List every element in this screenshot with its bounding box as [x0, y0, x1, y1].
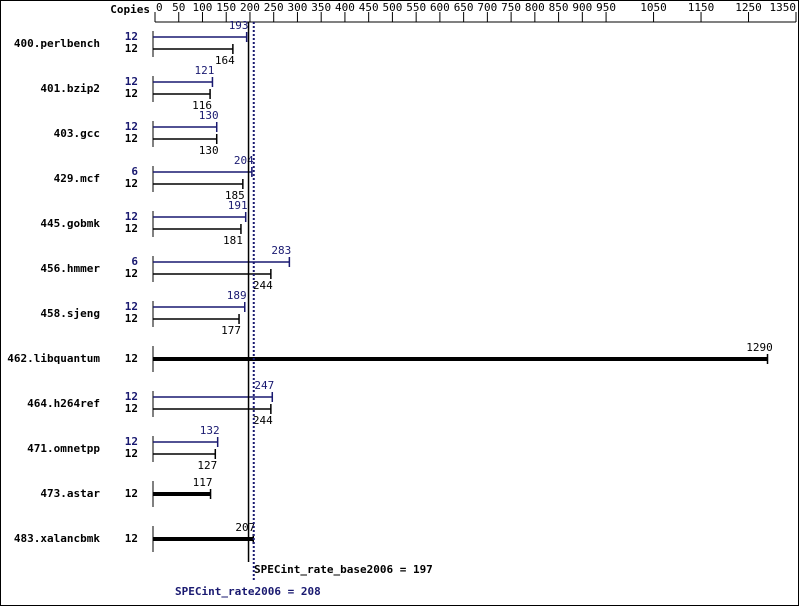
x-tick-label: 1050	[640, 1, 667, 14]
copies-label: 12	[125, 447, 138, 460]
copies-label: 12	[125, 532, 138, 545]
value-label: 1290	[746, 341, 773, 354]
value-label: 181	[223, 234, 243, 247]
copies-header: Copies	[110, 3, 150, 16]
value-label: 185	[225, 189, 245, 202]
x-tick-label: 750	[501, 1, 521, 14]
copies-label: 12	[125, 75, 138, 88]
category-label: 456.hmmer	[40, 262, 100, 275]
x-tick-label: 350	[311, 1, 331, 14]
x-tick-label: 50	[172, 1, 185, 14]
x-tick-label: 650	[454, 1, 474, 14]
copies-label: 12	[125, 267, 138, 280]
value-label: 204	[234, 154, 254, 167]
x-tick-label: 700	[477, 1, 497, 14]
copies-label: 12	[125, 222, 138, 235]
copies-label: 12	[125, 30, 138, 43]
x-tick-label: 450	[359, 1, 379, 14]
value-label: 283	[271, 244, 291, 257]
copies-label: 12	[125, 402, 138, 415]
copies-label: 12	[125, 210, 138, 223]
value-label: 191	[228, 199, 248, 212]
x-tick-label: 500	[382, 1, 402, 14]
category-label: 429.mcf	[54, 172, 100, 185]
x-tick-label: 300	[288, 1, 308, 14]
x-tick-label: 0	[156, 1, 163, 14]
value-label: 177	[221, 324, 241, 337]
value-label: 193	[229, 19, 249, 32]
value-label: 121	[195, 64, 215, 77]
value-label: 247	[254, 379, 274, 392]
category-label: 471.omnetpp	[27, 442, 100, 455]
x-tick-label: 550	[406, 1, 426, 14]
x-tick-label: 100	[193, 1, 213, 14]
value-label: 244	[253, 414, 273, 427]
value-label: 164	[215, 54, 235, 67]
x-tick-label: 1150	[688, 1, 715, 14]
value-label: 132	[200, 424, 220, 437]
category-label: 445.gobmk	[40, 217, 100, 230]
value-label: 130	[199, 144, 219, 157]
copies-label: 12	[125, 300, 138, 313]
copies-label: 12	[125, 312, 138, 325]
copies-label: 12	[125, 487, 138, 500]
x-tick-label: 1350	[770, 1, 797, 14]
value-label: 207	[235, 521, 255, 534]
x-tick-label: 150	[216, 1, 236, 14]
x-tick-label: 200	[240, 1, 260, 14]
category-label: 483.xalancbmk	[14, 532, 100, 545]
copies-label: 12	[125, 177, 138, 190]
value-label: 244	[253, 279, 273, 292]
x-tick-label: 850	[549, 1, 569, 14]
x-tick-label: 600	[430, 1, 450, 14]
copies-label: 12	[125, 42, 138, 55]
copies-label: 12	[125, 390, 138, 403]
value-label: 116	[192, 99, 212, 112]
reference-label: SPECint_rate_base2006 = 197	[254, 563, 433, 576]
value-label: 117	[193, 476, 213, 489]
copies-label: 12	[125, 120, 138, 133]
copies-label: 12	[125, 87, 138, 100]
x-tick-label: 400	[335, 1, 355, 14]
category-label: 400.perlbench	[14, 37, 100, 50]
value-label: 189	[227, 289, 247, 302]
copies-label: 12	[125, 435, 138, 448]
category-label: 403.gcc	[54, 127, 100, 140]
copies-label: 6	[131, 255, 138, 268]
x-tick-label: 250	[264, 1, 284, 14]
value-label: 127	[197, 459, 217, 472]
x-tick-label: 1250	[735, 1, 762, 14]
category-label: 464.h264ref	[27, 397, 100, 410]
category-label: 401.bzip2	[40, 82, 100, 95]
x-tick-label: 950	[596, 1, 616, 14]
copies-label: 12	[125, 132, 138, 145]
reference-label: SPECint_rate2006 = 208	[175, 585, 321, 598]
copies-label: 12	[125, 352, 138, 365]
x-tick-label: 800	[525, 1, 545, 14]
value-label: 130	[199, 109, 219, 122]
copies-label: 6	[131, 165, 138, 178]
category-label: 473.astar	[40, 487, 100, 500]
category-label: 458.sjeng	[40, 307, 100, 320]
x-tick-label: 900	[572, 1, 592, 14]
category-label: 462.libquantum	[7, 352, 100, 365]
